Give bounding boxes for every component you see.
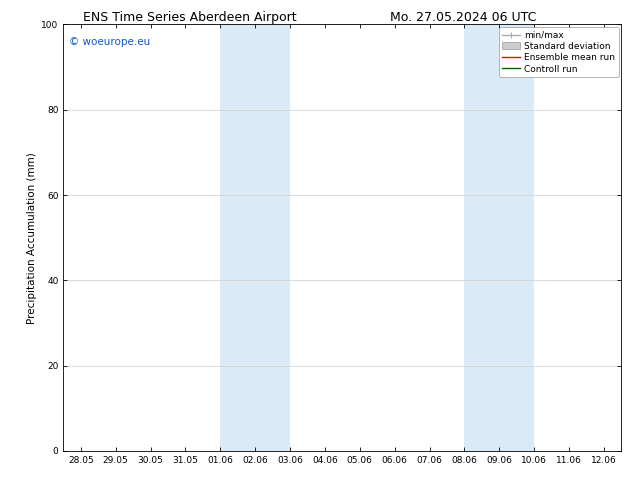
Bar (221, 24, 290, 451)
Text: ENS Time Series Aberdeen Airport: ENS Time Series Aberdeen Airport (84, 11, 297, 24)
Legend: min/max, Standard deviation, Ensemble mean run, Controll run: min/max, Standard deviation, Ensemble me… (499, 27, 619, 77)
Y-axis label: Precipitation Accumulation (mm): Precipitation Accumulation (mm) (27, 152, 37, 323)
Text: Mo. 27.05.2024 06 UTC: Mo. 27.05.2024 06 UTC (390, 11, 536, 24)
Text: © woeurope.eu: © woeurope.eu (69, 37, 150, 48)
Bar (464, 24, 534, 451)
